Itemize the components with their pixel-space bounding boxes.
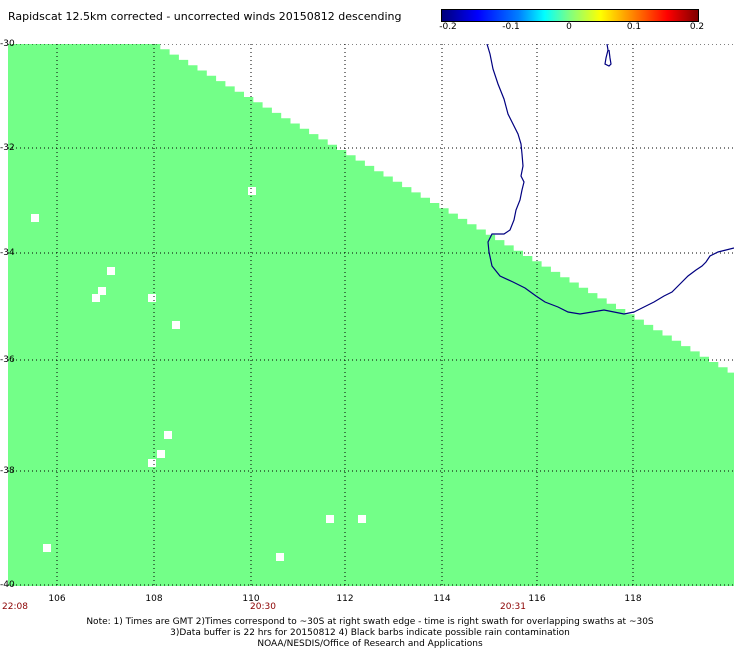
- footnote-line: Note: 1) Times are GMT 2)Times correspon…: [86, 617, 654, 627]
- missing-cell: [148, 459, 156, 467]
- colorbar-tick: 0.1: [626, 22, 642, 32]
- colorbar-tick: 0: [566, 22, 572, 32]
- lat-tick-label: -38: [0, 466, 15, 476]
- missing-cell: [276, 553, 284, 561]
- footnote-line: NOAA/NESDIS/Office of Research and Appli…: [257, 639, 483, 649]
- lon-tick-label: 106: [48, 594, 66, 604]
- coastline-path: [486, 44, 734, 315]
- lat-tick-label: -32: [0, 143, 15, 153]
- pass-time-label: 20:30: [250, 602, 276, 612]
- missing-cell: [326, 515, 334, 523]
- missing-data-cells: [31, 187, 366, 561]
- missing-cell: [31, 214, 39, 222]
- coastline-island: [604, 44, 612, 67]
- pass-time-label: 22:08: [2, 602, 28, 612]
- lon-tick-label: 108: [145, 594, 163, 604]
- colorbar: [441, 9, 699, 22]
- lat-tick-label: -36: [0, 355, 15, 365]
- missing-cell: [43, 544, 51, 552]
- map-title: Rapidscat 12.5km corrected - uncorrected…: [8, 10, 402, 23]
- lat-tick-label: -40: [0, 580, 15, 590]
- lon-tick-label: 112: [336, 594, 354, 604]
- lon-tick-label: 110: [242, 594, 260, 604]
- lat-tick-label: -30: [0, 39, 15, 49]
- lon-tick-label: 116: [528, 594, 546, 604]
- pass-time-label: 20:31: [500, 602, 526, 612]
- swath-fill: [8, 44, 734, 586]
- missing-cell: [164, 431, 172, 439]
- colorbar-tick: -0.2: [439, 22, 457, 32]
- lat-tick-label: -34: [0, 248, 15, 258]
- missing-cell: [92, 294, 100, 302]
- missing-cell: [172, 321, 180, 329]
- missing-cell: [148, 294, 156, 302]
- missing-cell: [248, 187, 256, 195]
- missing-cell: [358, 515, 366, 523]
- colorbar-tick: -0.1: [502, 22, 520, 32]
- missing-cell: [107, 267, 115, 275]
- missing-cell: [157, 450, 165, 458]
- missing-cell: [98, 287, 106, 295]
- map-plot-area: [8, 44, 734, 586]
- footnote-line: 3)Data buffer is 22 hrs for 20150812 4) …: [170, 628, 570, 638]
- australia-coastline: [486, 44, 734, 315]
- wind-swath: [8, 44, 734, 586]
- colorbar-tick: 0.2: [689, 22, 705, 32]
- lon-tick-label: 118: [624, 594, 642, 604]
- lat-lon-grid: [8, 44, 734, 586]
- lon-tick-label: 114: [433, 594, 451, 604]
